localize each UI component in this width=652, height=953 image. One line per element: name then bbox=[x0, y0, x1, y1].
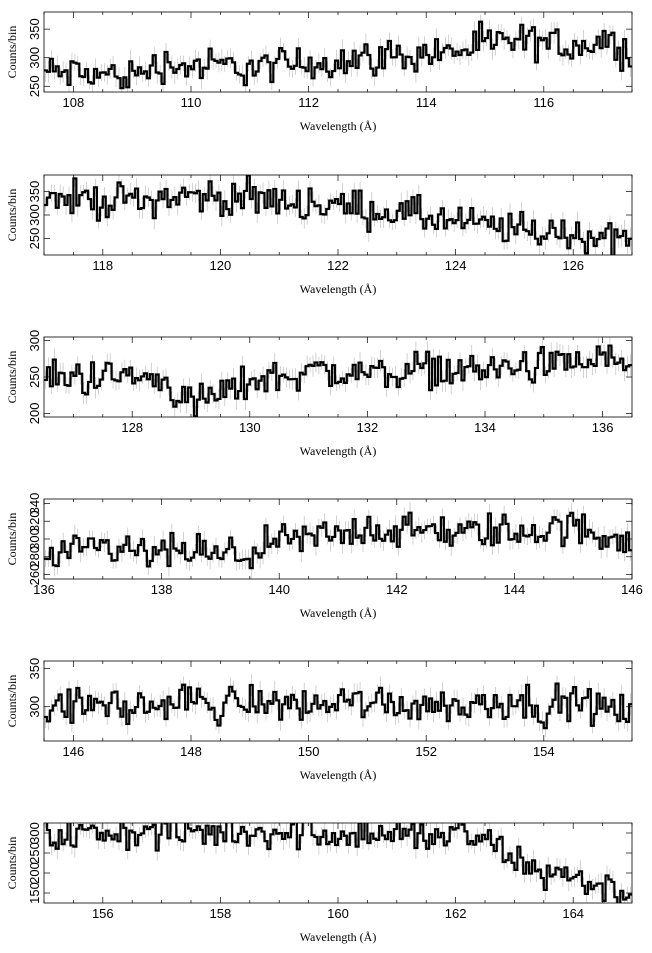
plot-frame bbox=[43, 11, 633, 93]
x-tick-label: 140 bbox=[268, 582, 290, 597]
x-tick-label: 148 bbox=[180, 744, 202, 759]
y-tick-label: 300 bbox=[27, 204, 42, 226]
x-axis-label: Wavelength (Å) bbox=[300, 606, 377, 620]
y-axis-label: Counts/bin bbox=[5, 26, 19, 79]
y-axis-label: Counts/bin bbox=[5, 675, 19, 728]
x-tick-label: 152 bbox=[415, 744, 437, 759]
x-tick-label: 126 bbox=[562, 258, 584, 273]
y-tick-label: 320 bbox=[27, 510, 42, 532]
spectrum-line bbox=[44, 511, 632, 570]
chart-panel-5: 146 148 150 152 154 300 350 Wavelength (Å) Count… bbox=[5, 658, 633, 782]
x-tick-label: 112 bbox=[298, 95, 319, 110]
x-tick-label: 124 bbox=[445, 258, 467, 273]
chart-panel-3: 128 130 132 134 136 200 250 300 Wavelength (Å) Co… bbox=[5, 330, 633, 458]
x-tick-label: 136 bbox=[592, 420, 614, 435]
y-tick-label: 250 bbox=[27, 75, 42, 97]
x-tick-label: 120 bbox=[210, 258, 232, 273]
y-tick-label: 150 bbox=[27, 882, 42, 904]
spectrum-line bbox=[45, 823, 632, 903]
x-tick-label: 162 bbox=[445, 906, 467, 921]
x-tick-label: 136 bbox=[33, 582, 55, 597]
spectrum-line bbox=[44, 175, 632, 255]
x-axis-label: Wavelength (Å) bbox=[300, 282, 377, 296]
x-axis-label: Wavelength (Å) bbox=[300, 768, 377, 782]
y-tick-label: 250 bbox=[27, 842, 42, 864]
x-tick-label: 138 bbox=[151, 582, 173, 597]
x-tick-label: 114 bbox=[416, 95, 437, 110]
x-axis-label: Wavelength (Å) bbox=[300, 930, 377, 944]
error-bars bbox=[45, 14, 631, 92]
x-tick-label: 156 bbox=[92, 906, 114, 921]
y-axis-label: Counts/bin bbox=[5, 837, 19, 890]
x-tick-label: 118 bbox=[92, 258, 113, 273]
x-tick-label: 128 bbox=[121, 420, 143, 435]
spectrum-line bbox=[44, 344, 632, 417]
y-axis-label: Counts/bin bbox=[5, 351, 19, 404]
x-tick-label: 144 bbox=[504, 582, 526, 597]
y-tick-label: 300 bbox=[27, 330, 42, 352]
y-tick-label: 260 bbox=[27, 564, 42, 586]
x-tick-label: 134 bbox=[474, 420, 496, 435]
plot-frame bbox=[43, 174, 633, 256]
y-axis-label: Counts/bin bbox=[5, 513, 19, 566]
x-tick-label: 150 bbox=[298, 744, 320, 759]
x-tick-label: 146 bbox=[63, 744, 85, 759]
chart-panel-1: 108 110 112 114 116 250 300 350 Wavelength (Å) Co… bbox=[5, 11, 633, 133]
y-tick-label: 200 bbox=[27, 862, 42, 884]
y-tick-label: 250 bbox=[27, 366, 42, 388]
y-tick-label: 200 bbox=[27, 403, 42, 425]
y-tick-label: 300 bbox=[27, 822, 42, 844]
x-axis-label: Wavelength (Å) bbox=[300, 444, 377, 458]
spectrum-line bbox=[44, 682, 632, 730]
y-tick-label: 340 bbox=[27, 493, 42, 515]
x-axis-label: Wavelength (Å) bbox=[300, 119, 377, 133]
y-tick-label: 250 bbox=[27, 228, 42, 250]
x-tick-label: 122 bbox=[327, 258, 349, 273]
y-tick-label: 300 bbox=[27, 696, 42, 718]
y-tick-label: 300 bbox=[27, 528, 42, 550]
x-tick-label: 142 bbox=[386, 582, 408, 597]
spectrum-line bbox=[44, 20, 632, 90]
x-tick-label: 160 bbox=[327, 906, 349, 921]
y-tick-label: 350 bbox=[27, 18, 42, 40]
x-tick-label: 132 bbox=[357, 420, 379, 435]
y-tick-label: 280 bbox=[27, 546, 42, 568]
y-tick-label: 350 bbox=[27, 181, 42, 203]
x-tick-label: 130 bbox=[239, 420, 261, 435]
x-tick-label: 154 bbox=[533, 744, 555, 759]
x-tick-label: 146 bbox=[621, 582, 643, 597]
x-tick-label: 158 bbox=[210, 906, 232, 921]
x-tick-label: 110 bbox=[181, 95, 202, 110]
x-tick-label: 108 bbox=[63, 95, 85, 110]
x-tick-label: 116 bbox=[533, 95, 554, 110]
x-tick-label: 164 bbox=[562, 906, 584, 921]
y-tick-label: 350 bbox=[27, 658, 42, 680]
y-tick-label: 300 bbox=[27, 47, 42, 69]
y-axis-label: Counts/bin bbox=[5, 189, 19, 242]
